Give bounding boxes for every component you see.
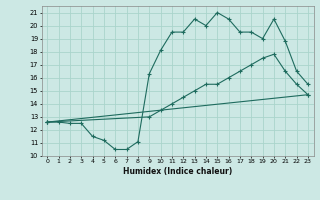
X-axis label: Humidex (Indice chaleur): Humidex (Indice chaleur) [123, 167, 232, 176]
